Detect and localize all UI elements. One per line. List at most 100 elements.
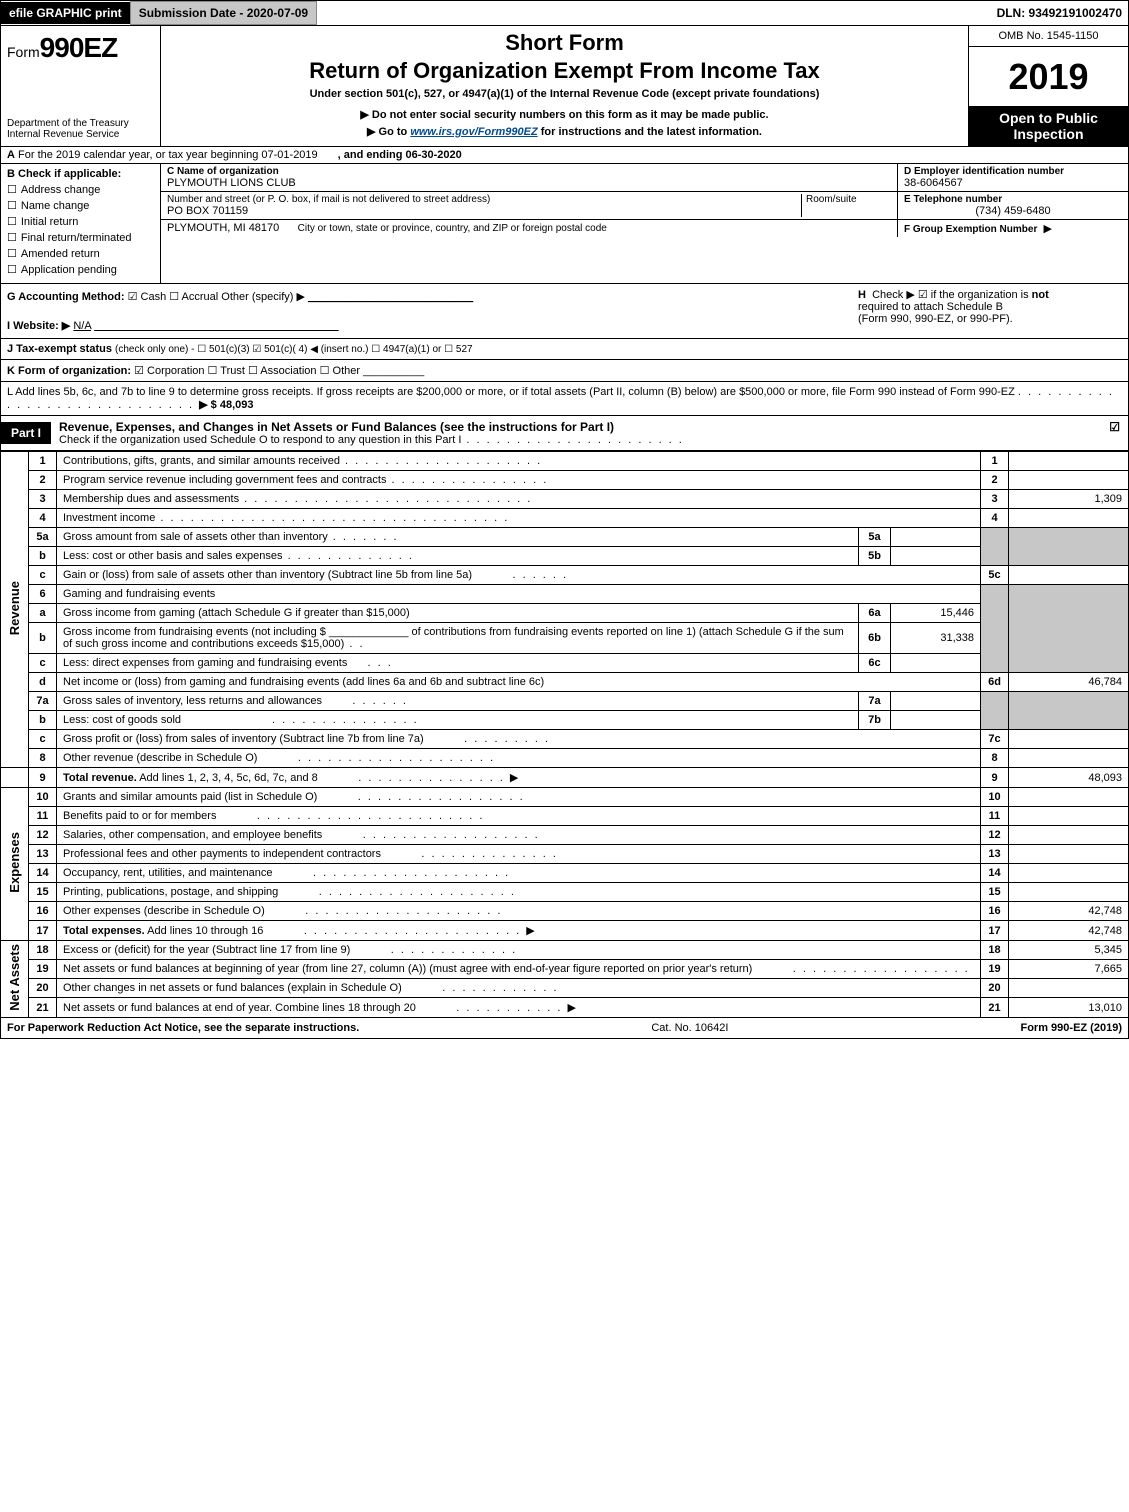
irs-link[interactable]: www.irs.gov/Form990EZ: [410, 126, 537, 138]
header-center: Short Form Return of Organization Exempt…: [161, 26, 968, 146]
line-num: d: [29, 673, 57, 692]
chk-address-change[interactable]: Address change: [7, 183, 154, 196]
E-block: E Telephone number (734) 459-6480: [898, 192, 1128, 220]
chk-name-change[interactable]: Name change: [7, 199, 154, 212]
line-label: Program service revenue including govern…: [57, 471, 981, 490]
line-rval: 7,665: [1009, 960, 1129, 979]
row-K: K Form of organization: ☑ Corporation ☐ …: [0, 360, 1129, 382]
line-num: c: [29, 654, 57, 673]
line-rnum: 18: [981, 941, 1009, 960]
line-label: Investment income . . . . . . . . . . . …: [57, 509, 981, 528]
C-city-block: PLYMOUTH, MI 48170 City or town, state o…: [161, 220, 898, 237]
line-label: Other expenses (describe in Schedule O) …: [57, 902, 981, 921]
efile-print-button[interactable]: efile GRAPHIC print: [1, 2, 130, 24]
line-rval: [1009, 845, 1129, 864]
tax-year: 2019: [969, 47, 1128, 106]
submission-date-button[interactable]: Submission Date - 2020-07-09: [130, 1, 317, 25]
line-num: 11: [29, 807, 57, 826]
H-text2: required to attach Schedule B: [858, 301, 1003, 313]
line-rnum: 13: [981, 845, 1009, 864]
H-label: H: [858, 289, 866, 301]
table-row: d Net income or (loss) from gaming and f…: [1, 673, 1129, 692]
table-row: 3 Membership dues and assessments . . . …: [1, 490, 1129, 509]
line-label: Total revenue. Total revenue. Add lines …: [57, 768, 981, 788]
K-label: K Form of organization:: [7, 365, 131, 377]
omb-number: OMB No. 1545-1150: [969, 26, 1128, 47]
header-right: OMB No. 1545-1150 2019 Open to Public In…: [968, 26, 1128, 146]
part-I-header: Part I Revenue, Expenses, and Changes in…: [0, 416, 1129, 451]
line-label: Grants and similar amounts paid (list in…: [57, 788, 981, 807]
I-label: I Website: ▶: [7, 320, 70, 332]
street-label: Number and street (or P. O. box, if mail…: [167, 194, 801, 205]
line-label: Printing, publications, postage, and shi…: [57, 883, 981, 902]
line-rval: [1009, 509, 1129, 528]
line-rnum: 4: [981, 509, 1009, 528]
line-rnum: 15: [981, 883, 1009, 902]
line-rval: 13,010: [1009, 998, 1129, 1018]
table-row: 2 Program service revenue including gove…: [1, 471, 1129, 490]
shade-cell: [1009, 528, 1129, 566]
section-BCDEF: B Check if applicable: Address change Na…: [0, 164, 1129, 284]
table-row: 21 Net assets or fund balances at end of…: [1, 998, 1129, 1018]
line-label: Professional fees and other payments to …: [57, 845, 981, 864]
line-rnum: 12: [981, 826, 1009, 845]
line-num: 7a: [29, 692, 57, 711]
sub-num: 6b: [859, 623, 891, 654]
table-row: a Gross income from gaming (attach Sched…: [1, 604, 1129, 623]
table-row: Net Assets 18 Excess or (deficit) for th…: [1, 941, 1129, 960]
line-num: a: [29, 604, 57, 623]
line-num: 15: [29, 883, 57, 902]
line-rval: 42,748: [1009, 921, 1129, 941]
page-footer: For Paperwork Reduction Act Notice, see …: [0, 1018, 1129, 1039]
chk-application-pending[interactable]: Application pending: [7, 263, 154, 276]
dept1: Department of the Treasury: [7, 118, 156, 129]
line-rval: [1009, 979, 1129, 998]
partI-checkbox[interactable]: ☑: [1109, 420, 1120, 434]
line-rval: [1009, 566, 1129, 585]
line-rval: [1009, 807, 1129, 826]
line-rval: 46,784: [1009, 673, 1129, 692]
line-rnum: 8: [981, 749, 1009, 768]
line-rnum: 2: [981, 471, 1009, 490]
org-name: PLYMOUTH LIONS CLUB: [167, 177, 891, 189]
line-rnum: 7c: [981, 730, 1009, 749]
row-GHI: G Accounting Method: ☑ Cash ☐ Accrual Ot…: [0, 284, 1129, 339]
chk-initial-return[interactable]: Initial return: [7, 215, 154, 228]
sub-num: 7a: [859, 692, 891, 711]
chk-final-return[interactable]: Final return/terminated: [7, 231, 154, 244]
table-row: c Gain or (loss) from sale of assets oth…: [1, 566, 1129, 585]
line-num: 21: [29, 998, 57, 1018]
table-row: 19 Net assets or fund balances at beginn…: [1, 960, 1129, 979]
part-I-title: Revenue, Expenses, and Changes in Net As…: [51, 416, 1128, 450]
line-rnum: 6d: [981, 673, 1009, 692]
table-row: 5a Gross amount from sale of assets othe…: [1, 528, 1129, 547]
row-A: A For the 2019 calendar year, or tax yea…: [0, 147, 1129, 164]
table-row: 11 Benefits paid to or for members . . .…: [1, 807, 1129, 826]
form-990ez: 990EZ: [40, 32, 118, 63]
D-label: D Employer identification number: [904, 166, 1122, 177]
shade-cell: [981, 528, 1009, 566]
line-num: 3: [29, 490, 57, 509]
title-short-form: Short Form: [505, 30, 624, 56]
line-label: Salaries, other compensation, and employ…: [57, 826, 981, 845]
line-rnum: 9: [981, 768, 1009, 788]
row-J: J Tax-exempt status (check only one) - ☐…: [0, 339, 1129, 360]
line-rnum: 1: [981, 452, 1009, 471]
H-text3: (Form 990, 990-EZ, or 990-PF).: [858, 313, 1013, 325]
title-return: Return of Organization Exempt From Incom…: [167, 58, 962, 84]
line-label: Net assets or fund balances at end of ye…: [57, 998, 981, 1018]
E-label: E Telephone number: [904, 194, 1122, 205]
line-num: 5a: [29, 528, 57, 547]
line-rnum: 16: [981, 902, 1009, 921]
arrow1-text: Do not enter social security numbers on …: [372, 109, 769, 121]
topbar-left: efile GRAPHIC print Submission Date - 20…: [1, 1, 317, 25]
footer-right: Form 990-EZ (2019): [1020, 1022, 1122, 1034]
shade-cell: [981, 585, 1009, 673]
sub-val: [891, 528, 981, 547]
I-value: N/A: [73, 320, 91, 332]
line-num: 9: [29, 768, 57, 788]
line-num: 18: [29, 941, 57, 960]
line-label: Net assets or fund balances at beginning…: [57, 960, 981, 979]
chk-amended-return[interactable]: Amended return: [7, 247, 154, 260]
expenses-section-label: Expenses: [1, 788, 29, 941]
